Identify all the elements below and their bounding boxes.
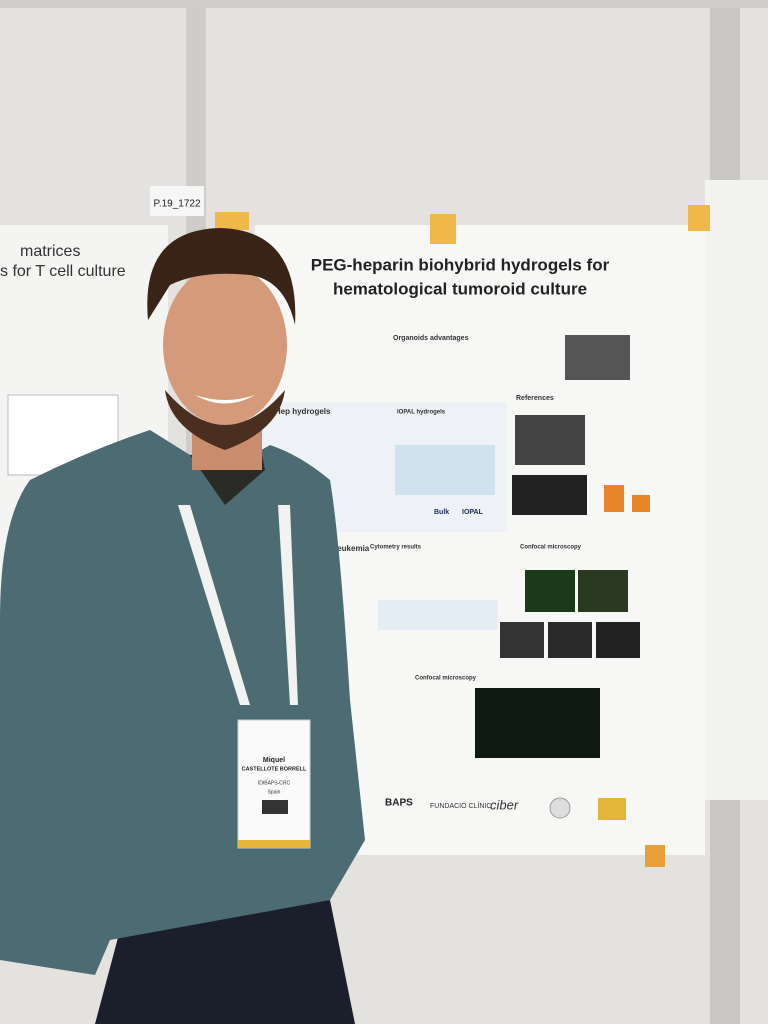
logo: ciber xyxy=(490,797,519,812)
micrograph xyxy=(475,688,600,758)
left-poster-title: s for T cell culture xyxy=(0,263,126,280)
smile xyxy=(195,395,255,404)
bar-figure xyxy=(378,600,498,630)
trousers xyxy=(95,900,355,1024)
barcode xyxy=(262,800,288,814)
micrograph xyxy=(596,622,640,658)
poster-title: hematological tumoroid culture xyxy=(333,279,587,298)
badge-country: Spain xyxy=(268,789,281,795)
micrograph xyxy=(548,622,592,658)
badge-institution: IDIBAPS-CRC xyxy=(258,780,291,786)
micrograph xyxy=(525,570,575,612)
micrograph xyxy=(515,415,585,465)
section-heading: Organoids advantages xyxy=(393,335,469,342)
section-heading: Cytometry results xyxy=(370,545,422,551)
section-heading: leukemia xyxy=(335,544,370,553)
panel-frame xyxy=(0,0,768,8)
micrograph xyxy=(565,335,630,380)
tape xyxy=(430,214,456,244)
logo: BAPS xyxy=(385,798,413,809)
badge-stripe xyxy=(238,840,310,848)
label: Bulk xyxy=(434,509,449,516)
hair xyxy=(147,228,296,325)
poster-title: PEG-heparin biohybrid hydrogels for xyxy=(311,255,610,274)
left-poster-title: matrices xyxy=(20,243,80,260)
lanyard xyxy=(278,505,298,705)
diagram xyxy=(395,445,495,495)
right-poster xyxy=(705,180,768,800)
face xyxy=(163,265,287,425)
section-heading: Confocal microscopy xyxy=(520,545,582,551)
bar-figure xyxy=(604,485,624,512)
logo xyxy=(598,798,626,820)
logo xyxy=(549,797,571,819)
poster-number-card xyxy=(150,186,204,216)
section-heading: G-Hep hydrogels xyxy=(266,407,331,416)
micrograph xyxy=(512,475,587,515)
micrograph xyxy=(500,622,544,658)
poster-number: P.19_1722 xyxy=(153,199,201,210)
micrograph xyxy=(578,570,628,612)
section-heading: References xyxy=(516,395,554,402)
logo: FUNDACIÓ CLÍNIC xyxy=(430,801,491,810)
section-heading: Confocal microscopy xyxy=(415,676,477,682)
badge-last-name: CASTELLOTE BORRELL xyxy=(242,766,307,772)
section-heading: IOPAL hydrogels xyxy=(397,410,446,416)
beard xyxy=(165,390,285,450)
lanyard xyxy=(178,505,250,705)
name-badge xyxy=(237,719,311,849)
bar-figure xyxy=(632,495,650,512)
tape xyxy=(688,205,710,231)
badge-first-name: Miquel xyxy=(263,757,285,764)
label: IOPAL xyxy=(462,509,484,516)
tape xyxy=(645,845,665,867)
tape xyxy=(215,212,249,230)
